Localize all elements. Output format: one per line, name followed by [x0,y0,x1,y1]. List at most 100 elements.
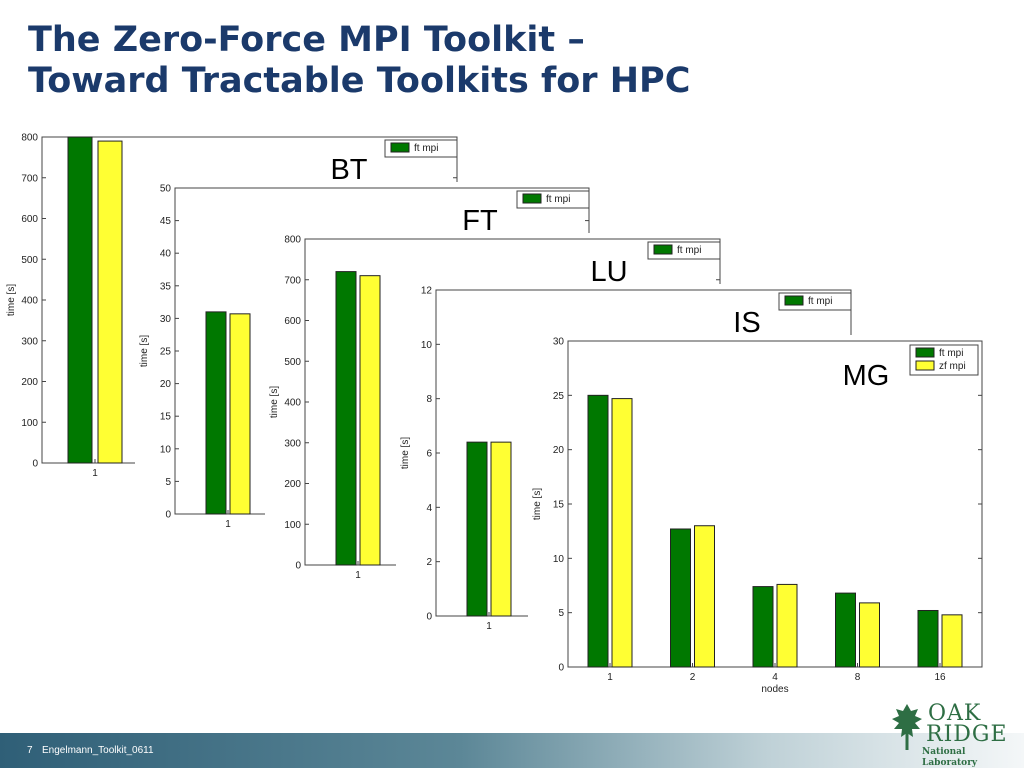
y-tick-label: 25 [553,391,565,402]
y-tick-label: 8 [426,394,432,405]
bar-zf-mpi-4 [776,583,798,668]
bar-zf-mpi-1 [97,140,123,464]
legend-swatch [522,193,542,204]
y-tick-label: 300 [284,438,301,449]
y-tick-label: 600 [21,214,38,225]
bar-ft-mpi-1 [587,394,609,668]
x-tick-label: 1 [355,570,361,581]
benchmark-name: IS [733,307,760,339]
bar-zf-mpi-2 [694,525,715,668]
legend-swatch [784,295,804,306]
x-tick-label: 1 [225,519,231,530]
y-tick-label: 500 [284,357,301,368]
y-tick-label: 35 [160,281,172,292]
x-tick-label: 2 [690,672,696,683]
bar-zf-mpi-16 [941,614,963,668]
bar-ft-mpi-4 [752,586,774,668]
x-tick-label: 8 [855,672,861,683]
y-tick-label: 20 [553,445,565,456]
y-tick-label: 300 [21,336,38,347]
y-tick-label: 5 [558,608,564,619]
y-tick-label: 800 [21,133,38,144]
bar-zf-mpi-1 [359,275,381,566]
y-tick-label: 800 [284,235,301,246]
x-tick-label: 4 [772,672,778,683]
legend-label: zf mpi [939,361,966,372]
y-tick-label: 500 [21,255,38,266]
y-tick-label: 0 [558,663,564,674]
y-tick-label: 700 [284,275,301,286]
y-tick-label: 200 [21,377,38,388]
bar-zf-mpi-1 [229,313,251,515]
y-axis-label: time [s] [139,335,150,367]
y-tick-label: 400 [21,296,38,307]
y-tick-label: 15 [160,412,172,423]
bar-ft-mpi-1 [67,136,93,464]
y-tick-label: 0 [295,561,301,572]
title-line-1: The Zero-Force MPI Toolkit – [28,20,585,60]
y-axis-label: time [s] [400,437,411,469]
bar-ft-mpi-1 [466,441,488,617]
bar-ft-mpi-1 [335,271,357,566]
y-tick-label: 5 [165,477,171,488]
y-tick-label: 700 [21,173,38,184]
legend-label: ft mpi [939,348,963,359]
y-tick-label: 2 [426,557,432,568]
title-line-2: Toward Tractable Toolkits for HPC [28,61,691,101]
y-tick-label: 4 [426,503,432,514]
legend-swatch [915,347,935,358]
y-tick-label: 400 [284,398,301,409]
legend-label: ft mpi [414,143,438,154]
y-tick-label: 200 [284,479,301,490]
y-tick-label: 20 [160,379,172,390]
y-tick-label: 15 [553,500,565,511]
logo-word-oak: OAK [928,701,982,726]
x-tick-label: 16 [934,672,946,683]
x-tick-label: 1 [486,621,492,632]
y-tick-label: 100 [21,418,38,429]
y-axis-label: time [s] [532,488,543,520]
logo-subtitle: National Laboratory [922,747,978,768]
bar-zf-mpi-1 [611,398,633,668]
y-tick-label: 10 [160,444,172,455]
legend-swatch [915,360,935,371]
y-tick-label: 45 [160,216,172,227]
plot-frame [567,340,983,668]
benchmark-name: MG [843,360,890,392]
y-axis-label: time [s] [6,284,17,316]
ornl-logo: OAK RIDGE National Laboratory [890,700,1010,768]
document-id: Engelmann_Toolkit_0611 [42,745,154,756]
bar-ft-mpi-1 [205,311,227,515]
y-tick-label: 40 [160,249,172,260]
legend-label: ft mpi [546,194,570,205]
y-tick-label: 100 [284,520,301,531]
bar-zf-mpi-8 [859,602,880,668]
slide-title: The Zero-Force MPI Toolkit – Toward Trac… [28,20,690,102]
bar-ft-mpi-8 [835,592,856,668]
y-tick-label: 6 [426,449,432,460]
bar-zf-mpi-1 [490,441,512,617]
legend-label: ft mpi [808,296,832,307]
y-tick-label: 0 [426,612,432,623]
benchmark-name: BT [330,154,367,186]
y-tick-label: 12 [421,286,433,297]
footer-bar: 7 Engelmann_Toolkit_0611 [0,733,1024,768]
bar-ft-mpi-16 [917,609,939,668]
y-tick-label: 0 [32,459,38,470]
y-tick-label: 30 [553,337,565,348]
oak-leaf-icon [892,704,922,750]
y-tick-label: 10 [553,554,565,565]
benchmark-name: FT [462,205,498,237]
y-axis-label: time [s] [269,386,280,418]
y-tick-label: 25 [160,347,172,358]
y-tick-label: 50 [160,184,172,195]
y-tick-label: 600 [284,316,301,327]
legend-swatch [390,142,410,153]
page-number: 7 [27,745,33,756]
legend-swatch [653,244,673,255]
logo-word-ridge: RIDGE [926,722,1008,747]
benchmark-name: LU [590,256,627,288]
chart-mg: 0 5 10 15 20 25 30 time [s] 1 2 4 8 16 nodes ft mpi zf … [528,335,990,707]
y-tick-label: 0 [165,510,171,521]
